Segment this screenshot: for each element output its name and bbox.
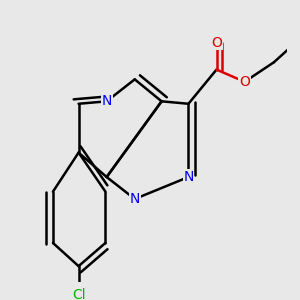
Text: N: N — [101, 94, 112, 108]
Text: O: O — [211, 36, 222, 50]
Text: O: O — [239, 75, 250, 89]
Text: Cl: Cl — [72, 288, 86, 300]
Text: N: N — [183, 170, 194, 184]
Text: N: N — [130, 192, 140, 206]
